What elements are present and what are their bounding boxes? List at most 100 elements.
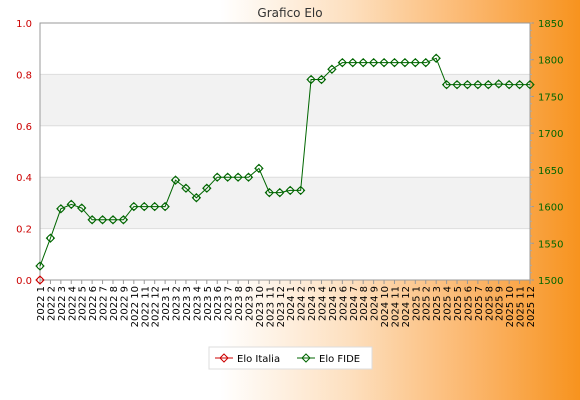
- data-point-ring-elo-fide: [391, 59, 398, 67]
- x-tick-label: 2024 1: [286, 286, 297, 321]
- data-point-ring-elo-fide: [224, 173, 232, 181]
- x-tick-label: 2025 12: [526, 286, 537, 327]
- legend-marker-elo-italia: [219, 353, 229, 363]
- x-tick-label: 2023 11: [265, 286, 276, 327]
- plot-bands: [40, 23, 530, 280]
- data-point-ring-elo-fide: [318, 76, 325, 83]
- right-tick-label: 1850: [538, 19, 563, 30]
- data-point-ring-elo-fide: [255, 164, 263, 172]
- legend-label-elo-italia: Elo Italia: [237, 354, 280, 365]
- data-point-ring-elo-fide: [88, 216, 96, 224]
- left-tick-label: 0.4: [16, 173, 32, 184]
- data-point-ring-elo-fide: [99, 216, 106, 224]
- data-point-ring-elo-fide: [349, 59, 357, 67]
- legend-marker-elo-fide: [301, 353, 311, 363]
- x-tick-label: 2022 11: [140, 286, 151, 327]
- data-point-ring-elo-fide: [307, 76, 315, 83]
- x-tick-label: 2025 10: [505, 286, 516, 327]
- data-point-ring-elo-fide: [380, 59, 388, 67]
- data-point-ring-elo-fide: [328, 65, 336, 73]
- plot-band: [40, 177, 530, 229]
- data-point-ring-elo-fide: [213, 173, 221, 181]
- data-point-ring-elo-fide: [67, 200, 75, 208]
- x-tick-label: 2025 7: [474, 286, 485, 321]
- x-tick-label: 2022 5: [78, 286, 89, 321]
- right-tick-label: 1700: [538, 129, 563, 140]
- x-tick-label: 2024 3: [307, 286, 318, 321]
- x-tick-label: 2024 8: [359, 286, 370, 321]
- series-layer: [35, 53, 535, 285]
- plot-band: [40, 228, 530, 280]
- data-point-ring-elo-fide: [203, 184, 211, 192]
- right-tick-label: 1650: [538, 166, 563, 177]
- data-point-ring-elo-fide: [453, 81, 461, 89]
- data-point-ring-elo-fide: [36, 262, 44, 270]
- right-axis: 1500 1550 1600 1650 1700 1750 1800 1850: [530, 19, 563, 287]
- data-point-ring-elo-fide: [182, 184, 190, 192]
- data-point-ring-elo-fide: [422, 59, 430, 67]
- x-tick-label: 2023 8: [234, 286, 245, 321]
- x-tick-label: 2025 1: [411, 286, 422, 321]
- x-tick-label: 2024 7: [349, 286, 360, 321]
- x-tick-label: 2023 1: [161, 286, 172, 321]
- x-tick-label: 2024 6: [338, 286, 349, 321]
- data-point-ring-elo-fide: [151, 203, 159, 210]
- x-tick-label: 2022 3: [57, 286, 68, 321]
- data-point-ring-elo-fide: [192, 194, 200, 202]
- data-point-ring-elo-fide: [47, 234, 54, 242]
- x-tick-label: 2023 10: [255, 286, 266, 327]
- left-tick-label: 0.6: [16, 122, 32, 133]
- data-point-ring-elo-fide: [297, 187, 305, 194]
- right-tick-label: 1550: [538, 239, 563, 250]
- data-point-ring-elo-fide: [359, 59, 367, 67]
- data-point-ring-elo-fide: [286, 187, 294, 194]
- x-tick-label: 2024 2: [297, 286, 308, 321]
- data-point-ring-elo-fide: [130, 203, 138, 210]
- right-tick-label: 1800: [538, 56, 563, 67]
- x-tick-label: 2022 1: [36, 286, 47, 321]
- left-tick-label: 1.0: [16, 19, 32, 30]
- data-point-ring-elo-fide: [161, 203, 169, 210]
- x-axis: 2022 1 2022 2 2022 3 2022 4 2022 5 2022 6 2022…: [36, 280, 537, 327]
- data-point-ring-elo-fide: [57, 205, 65, 213]
- x-tick-label: 2023 6: [213, 286, 224, 321]
- data-point-ring-elo-fide: [526, 81, 534, 89]
- data-point-ring-elo-fide: [265, 189, 273, 197]
- x-tick-label: 2022 10: [130, 286, 141, 327]
- data-point-ring-elo-fide: [109, 216, 117, 224]
- left-tick-label: 0.2: [16, 225, 32, 236]
- left-tick-label: 0.0: [16, 276, 32, 287]
- data-point-ring-elo-fide: [516, 81, 523, 89]
- x-tick-label: 2022 8: [109, 286, 120, 321]
- x-tick-label: 2022 2: [46, 286, 57, 321]
- x-tick-label: 2023 7: [224, 286, 235, 321]
- right-tick-label: 1750: [538, 92, 563, 103]
- x-tick-label: 2022 4: [67, 286, 78, 321]
- x-tick-label: 2024 12: [401, 286, 412, 327]
- x-tick-label: 2024 11: [390, 286, 401, 327]
- legend-box: [208, 346, 373, 370]
- x-tick-label: 2025 9: [495, 286, 506, 321]
- x-tick-label: 2025 3: [432, 286, 443, 321]
- data-point-ring-elo-fide: [432, 54, 440, 62]
- legend: Elo Italia Elo FIDE: [208, 346, 373, 370]
- data-point-ring-elo-fide: [505, 81, 513, 89]
- left-axis: 0.0 0.2 0.4 0.6 0.8 1.0: [16, 19, 32, 287]
- legend-label-elo-fide: Elo FIDE: [319, 354, 360, 365]
- x-tick-label: 2022 6: [88, 286, 99, 321]
- x-tick-label: 2023 4: [192, 286, 203, 321]
- x-tick-label: 2024 9: [370, 286, 381, 321]
- series-line-elo-fide: [39, 57, 530, 267]
- right-tick-label: 1500: [538, 276, 563, 287]
- data-point-ring-elo-fide: [338, 59, 346, 67]
- data-point-ring-elo-fide: [464, 81, 471, 89]
- plot-frame: [39, 22, 531, 281]
- data-point-ring-elo-fide: [120, 216, 127, 224]
- plot-band: [40, 23, 530, 75]
- x-tick-label: 2023 3: [182, 286, 193, 321]
- x-tick-label: 2025 5: [453, 286, 464, 321]
- x-tick-label: 2024 4: [317, 286, 328, 321]
- plot-band: [40, 125, 530, 178]
- x-tick-label: 2022 9: [119, 286, 130, 321]
